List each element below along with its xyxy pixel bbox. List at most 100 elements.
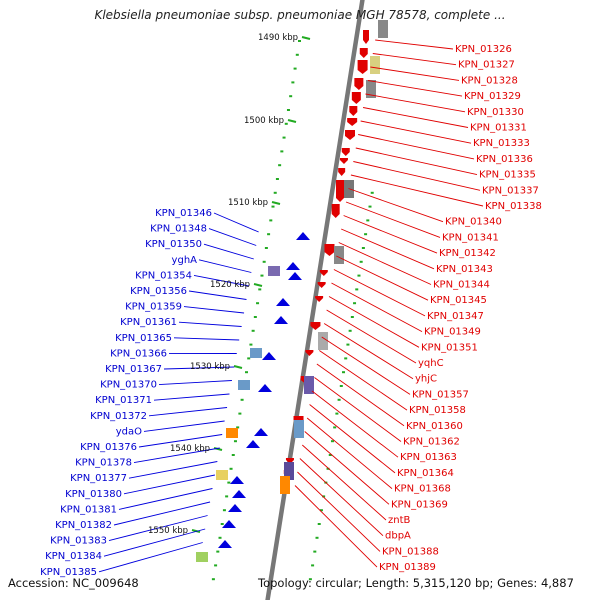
gene-label-reverse: KPN_01378 [75, 458, 132, 469]
tick-dot [282, 136, 286, 139]
tick-dot [364, 233, 368, 236]
tick-dot [233, 440, 237, 443]
leader-line [158, 380, 232, 386]
tick-dot [251, 329, 255, 332]
gene-block [216, 470, 228, 480]
forward-gene [341, 148, 350, 156]
leader-line [309, 404, 396, 474]
gene-label-forward: KPN_01358 [409, 405, 466, 416]
reverse-gene [230, 476, 244, 484]
gene-block [304, 376, 314, 394]
forward-gene [347, 118, 358, 126]
tick-dot [229, 467, 233, 470]
gene-label-reverse: KPN_01381 [60, 504, 117, 515]
map-title: Klebsiella pneumoniae subsp. pneumoniae … [94, 8, 506, 22]
forward-gene [357, 60, 368, 74]
gene-label-forward: yqhC [418, 358, 444, 369]
leader-line [163, 366, 235, 370]
scale-label: 1500 kbp [244, 116, 284, 126]
tick-dot [253, 316, 257, 318]
gene-label-reverse: KPN_01371 [95, 395, 152, 406]
tick-dot [313, 550, 317, 553]
gene-label-reverse: KPN_01380 [65, 489, 122, 500]
reverse-gene [288, 272, 302, 280]
tick-dot [236, 426, 240, 429]
leader-line [198, 259, 252, 273]
gene-label-reverse: yghA [172, 255, 198, 266]
leader-line [193, 274, 250, 287]
gene-label-reverse: KPN_01376 [80, 442, 137, 453]
leader-line [353, 161, 481, 191]
tick-dot [222, 509, 226, 512]
gene-label-reverse: KPN_01359 [125, 302, 182, 313]
gene-label-reverse: KPN_01366 [110, 348, 167, 359]
tick-dot [249, 343, 253, 346]
gene-label-reverse: KPN_01377 [70, 473, 127, 484]
tick-dot [289, 95, 293, 98]
gene-label-forward: KPN_01341 [442, 232, 499, 243]
tick-dot [319, 509, 323, 512]
tick-dot [269, 219, 273, 222]
tick-dot [344, 357, 348, 360]
reverse-gene [262, 352, 276, 360]
leader-line [123, 474, 215, 495]
leader-line [343, 215, 438, 254]
leader-line [355, 147, 478, 176]
tick-dot [284, 122, 288, 125]
leader-line [362, 107, 469, 128]
forward-gene [349, 106, 358, 116]
gene-label-reverse: KPN_01370 [100, 380, 157, 391]
gene-block [226, 428, 238, 438]
leader-line [128, 461, 218, 479]
tick-dot [315, 536, 319, 539]
tick-dot [337, 398, 341, 401]
gene-label-forward: KPN_01342 [439, 248, 496, 259]
leader-line [103, 528, 206, 557]
tick-dot [262, 260, 266, 263]
scale-ticks [191, 36, 374, 581]
tick-dot [359, 260, 363, 263]
forward-gene [336, 180, 344, 202]
gene-label-forward: KPN_01389 [379, 562, 436, 573]
tick-dot [370, 191, 374, 194]
gene-label-reverse: KPN_01356 [130, 286, 187, 297]
gene-label-forward: zntB [388, 515, 411, 526]
leader-line [338, 242, 432, 285]
tick-dot [317, 523, 321, 525]
leader-line [348, 188, 444, 223]
tick-dot [311, 564, 315, 567]
reverse-gene [258, 384, 272, 392]
gene-label-forward: KPN_01345 [430, 295, 487, 306]
leader-line [173, 337, 240, 341]
leader-line [133, 447, 220, 464]
leader-line [138, 434, 223, 448]
gene-label-reverse: KPN_01367 [105, 364, 162, 375]
gene-features [196, 20, 388, 562]
leader-line [297, 471, 381, 552]
gene-label-forward: KPN_01347 [427, 311, 484, 322]
reverse-gene [274, 316, 288, 324]
leader-line [108, 515, 208, 542]
tick-dot [291, 81, 295, 84]
leader-line [323, 323, 414, 380]
tick-dot [353, 302, 357, 305]
genome-summary-text: Topology: circular; Length: 5,315,120 bp… [258, 576, 574, 590]
gene-label-forward: KPN_01351 [421, 342, 478, 353]
gene-label-forward: KPN_01337 [482, 185, 539, 196]
scale-major-tick [233, 365, 243, 369]
tick-dot [348, 329, 352, 332]
gene-label-forward: KPN_01336 [476, 154, 533, 165]
gene-label-forward: KPN_01344 [433, 280, 490, 291]
forward-gene [363, 30, 369, 44]
tick-dot [231, 454, 235, 456]
gene-label-forward: KPN_01328 [461, 75, 518, 86]
leader-line [153, 393, 230, 401]
forward-gene [354, 78, 364, 90]
leader-line [148, 407, 228, 417]
tick-dot [355, 288, 359, 291]
gene-block [366, 80, 376, 98]
gene-block [334, 246, 344, 264]
backbone-line [265, 0, 365, 600]
leader-line [370, 66, 460, 81]
forward-gene [305, 350, 314, 356]
